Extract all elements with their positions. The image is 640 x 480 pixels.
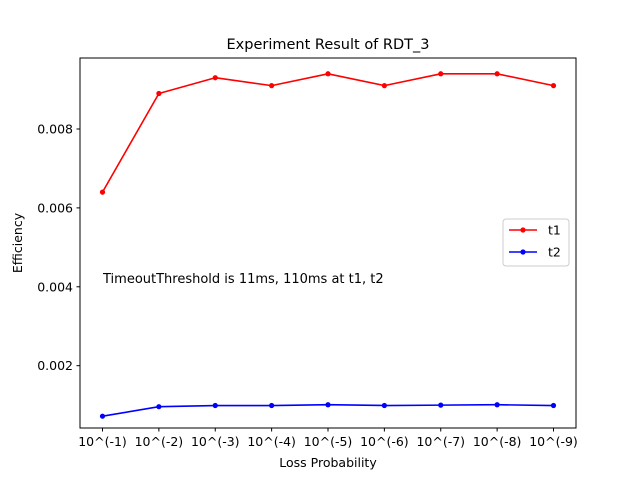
x-tick-label: 10^(-5) [304,434,353,449]
data-point-t1 [494,71,500,77]
data-point-t2 [212,402,218,409]
x-axis: 10^(-1) 10^(-2) 10^(-3) 10^(-4) 10^(-5) 10^(-… [78,428,578,449]
data-point-t1 [438,71,444,77]
legend-marker-t2 [520,249,526,255]
data-point-t1 [325,71,331,77]
chart-annotation: TimeoutThreshold is 11ms, 110ms at t1, t… [102,272,384,287]
y-tick-label: 0.008 [37,122,73,137]
data-point-t1 [269,83,275,89]
series-layer [99,71,557,419]
data-point-t1 [156,90,162,97]
series-line-t1 [101,72,554,193]
legend-marker-t1 [520,227,526,233]
x-axis-label: Loss Probability [279,455,377,470]
data-point-t1 [99,189,106,195]
plot-frame [79,57,577,429]
data-point-t2 [269,402,275,409]
x-tick-label: 10^(-3) [191,434,240,449]
data-point-t2 [325,402,331,408]
x-tick-label: 10^(-6) [360,434,409,449]
x-tick-label: 10^(-7) [416,434,465,449]
legend-label-t2: t2 [548,245,561,260]
data-point-t1 [212,75,218,81]
y-axis-label: Efficiency [10,212,25,273]
data-point-t2 [381,402,387,409]
data-point-t2 [99,413,106,419]
y-tick-label: 0.006 [37,200,73,215]
x-tick-label: 10^(-9) [529,434,578,449]
data-point-t1 [381,83,387,89]
x-tick-label: 10^(-1) [78,434,127,449]
legend-label-t1: t1 [548,223,561,238]
data-point-t1 [550,83,557,89]
x-tick-label: 10^(-8) [473,434,522,449]
y-tick-label: 0.002 [37,358,73,373]
x-tick-label: 10^(-2) [135,434,184,449]
data-point-t2 [494,402,500,408]
data-point-t2 [438,402,444,408]
plot-area [79,57,577,429]
y-tick-label: 0.004 [37,279,73,294]
x-tick-label: 10^(-4) [247,434,296,449]
data-point-t2 [156,404,162,410]
data-point-t2 [550,402,557,409]
chart-title: Experiment Result of RDT_3 [227,37,430,53]
y-axis: 0.002 0.004 0.006 0.008 [37,122,80,373]
